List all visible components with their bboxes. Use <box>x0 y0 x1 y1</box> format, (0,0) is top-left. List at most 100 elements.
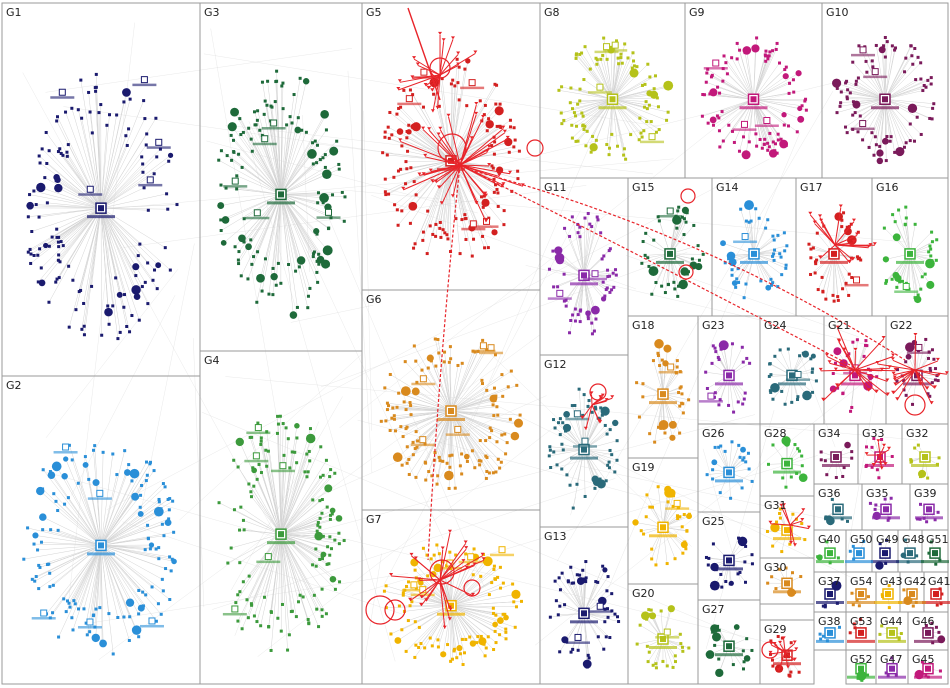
node <box>155 262 162 269</box>
node <box>934 625 938 629</box>
edge <box>100 207 168 210</box>
edge <box>662 394 680 434</box>
node <box>932 357 936 361</box>
edge <box>583 566 603 614</box>
edge <box>717 99 754 117</box>
node <box>494 106 504 116</box>
node <box>809 357 813 361</box>
g33-edge <box>879 449 890 456</box>
group-label-g41: G41 <box>928 575 950 588</box>
node <box>930 381 934 385</box>
g5-edge <box>425 156 461 166</box>
node <box>324 484 333 493</box>
node <box>338 580 342 584</box>
node <box>648 75 652 79</box>
edge <box>450 385 517 412</box>
edge <box>394 410 452 416</box>
node <box>406 619 410 623</box>
node <box>844 281 848 285</box>
node <box>233 245 237 249</box>
node <box>384 584 388 588</box>
node <box>895 146 905 157</box>
node <box>450 453 454 457</box>
node <box>885 40 889 44</box>
edge <box>450 386 509 412</box>
node <box>850 276 854 280</box>
node <box>839 90 843 94</box>
node <box>665 562 669 566</box>
node <box>652 238 656 242</box>
node <box>684 547 688 551</box>
edge <box>100 545 170 558</box>
g5-edge-arrow <box>505 135 510 139</box>
node <box>144 593 148 597</box>
node <box>66 496 70 500</box>
node <box>239 505 243 509</box>
node <box>483 246 487 250</box>
node <box>844 125 848 129</box>
edge <box>612 99 652 122</box>
g12-edge-arrow <box>580 415 585 419</box>
node <box>744 282 748 286</box>
node <box>612 285 616 289</box>
g5-edge <box>412 74 441 79</box>
node <box>576 313 580 317</box>
node <box>57 635 61 639</box>
node <box>412 246 416 250</box>
group-label-g51: G51 <box>926 533 949 546</box>
node <box>663 431 667 435</box>
group-box-g8 <box>539 2 686 179</box>
node <box>884 561 888 565</box>
node <box>143 280 147 284</box>
node <box>47 244 51 248</box>
g5-edge-arrow <box>410 75 415 79</box>
node <box>848 631 852 635</box>
edge <box>280 534 319 627</box>
node <box>580 51 584 55</box>
node <box>566 579 570 583</box>
node <box>904 360 908 364</box>
g17-edge-arrow <box>818 214 823 218</box>
node <box>568 331 572 335</box>
node <box>804 97 808 101</box>
node <box>76 108 80 112</box>
node <box>316 280 320 284</box>
node <box>870 131 874 135</box>
edge <box>430 359 452 412</box>
edge <box>450 105 467 161</box>
node <box>918 517 922 521</box>
g29-edge-arrow <box>776 668 781 672</box>
node <box>800 454 804 458</box>
edge <box>884 58 907 100</box>
node <box>800 464 804 468</box>
edge <box>100 464 129 546</box>
node <box>413 620 417 624</box>
node <box>783 249 787 253</box>
edge <box>277 534 282 619</box>
node <box>168 268 172 272</box>
edge <box>100 545 157 622</box>
edge <box>364 553 382 660</box>
node <box>88 630 92 634</box>
hub-node-icon <box>907 550 913 557</box>
member-node-caption <box>397 102 422 106</box>
member-node-caption <box>844 283 869 287</box>
g22-edge <box>892 369 916 395</box>
node <box>70 106 74 110</box>
edge <box>822 253 835 292</box>
g7-edge <box>439 549 444 581</box>
g5-edge-arrow <box>501 182 506 186</box>
node <box>890 44 894 48</box>
g7-edge-arrow <box>419 602 424 606</box>
edge <box>253 194 282 257</box>
node <box>504 630 508 634</box>
edge <box>408 605 452 621</box>
group-label-g17: G17 <box>800 181 823 194</box>
node <box>732 410 736 414</box>
edge <box>40 187 102 209</box>
edge <box>83 545 102 609</box>
node <box>464 552 468 556</box>
member-node-caption <box>77 626 102 629</box>
node <box>141 604 145 608</box>
node <box>72 599 76 603</box>
